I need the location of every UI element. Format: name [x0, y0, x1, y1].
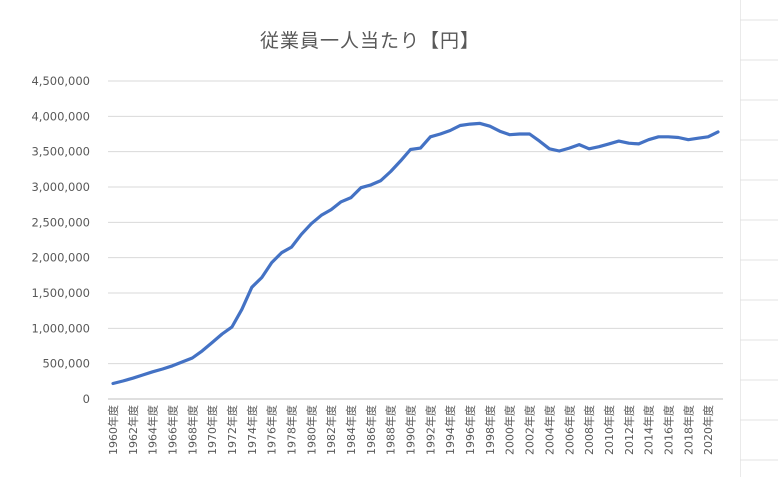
- x-tick-label: 1972年度: [225, 405, 239, 455]
- spreadsheet-gridlines: [740, 0, 778, 477]
- x-tick-label: 1982年度: [324, 405, 338, 455]
- y-tick-label: 4,000,000: [31, 109, 90, 123]
- y-tick-label: 2,000,000: [31, 251, 90, 265]
- y-tick-label: 1,500,000: [31, 286, 90, 300]
- x-tick-label: 2014年度: [642, 405, 656, 455]
- x-tick-label: 2000年度: [503, 405, 517, 455]
- x-tick-label: 1986年度: [364, 405, 378, 455]
- x-tick-label: 1996年度: [463, 405, 477, 455]
- x-tick-label: 2020年度: [701, 405, 715, 455]
- x-tick-label: 1966年度: [165, 405, 179, 455]
- x-tick-label: 2006年度: [562, 405, 576, 455]
- x-tick-label: 2012年度: [622, 405, 636, 455]
- x-tick-label: 1998年度: [483, 405, 497, 455]
- x-tick-label: 1974年度: [245, 405, 259, 455]
- x-tick-label: 2010年度: [602, 405, 616, 455]
- x-tick-label: 1984年度: [344, 405, 358, 455]
- x-tick-label: 1978年度: [285, 405, 299, 455]
- x-tick-label: 1992年度: [423, 405, 437, 455]
- line-chart: 0 500,000 1,000,000 1,500,000 2,000,000 2,500…: [31, 74, 723, 455]
- x-tick-label: 2004年度: [542, 405, 556, 455]
- x-tick-label: 2016年度: [661, 405, 675, 455]
- x-tick-label: 1990年度: [404, 405, 418, 455]
- x-tick-label: 1962年度: [126, 405, 140, 455]
- y-tick-label: 1,000,000: [31, 321, 90, 335]
- x-tick-label: 1968年度: [185, 405, 199, 455]
- y-tick-label: 3,000,000: [31, 180, 90, 194]
- y-tick-label: 4,500,000: [31, 74, 90, 88]
- x-tick-label: 1994年度: [443, 405, 457, 455]
- x-tick-label: 1980年度: [304, 405, 318, 455]
- y-tick-label: 2,500,000: [31, 215, 90, 229]
- y-tick-label: 500,000: [42, 357, 90, 371]
- x-tick-label: 2018年度: [681, 405, 695, 455]
- x-tick-label: 2008年度: [582, 405, 596, 455]
- y-tick-label: 0: [83, 392, 90, 406]
- series-line: [111, 121, 720, 386]
- chart-title: 従業員一人当たり【円】: [259, 30, 480, 52]
- x-tick-label: 1988年度: [384, 405, 398, 455]
- x-tick-label: 1970年度: [205, 405, 219, 455]
- x-tick-label: 2002年度: [523, 405, 537, 455]
- x-tick-label: 1960年度: [106, 405, 120, 455]
- chart-area[interactable]: 従業員一人当たり【円】 0 500,000 1,000,000 1,500,000 2,…: [0, 0, 740, 477]
- x-tick-label: 1976年度: [265, 405, 279, 455]
- y-tick-label: 3,500,000: [31, 145, 90, 159]
- x-tick-label: 1964年度: [146, 405, 160, 455]
